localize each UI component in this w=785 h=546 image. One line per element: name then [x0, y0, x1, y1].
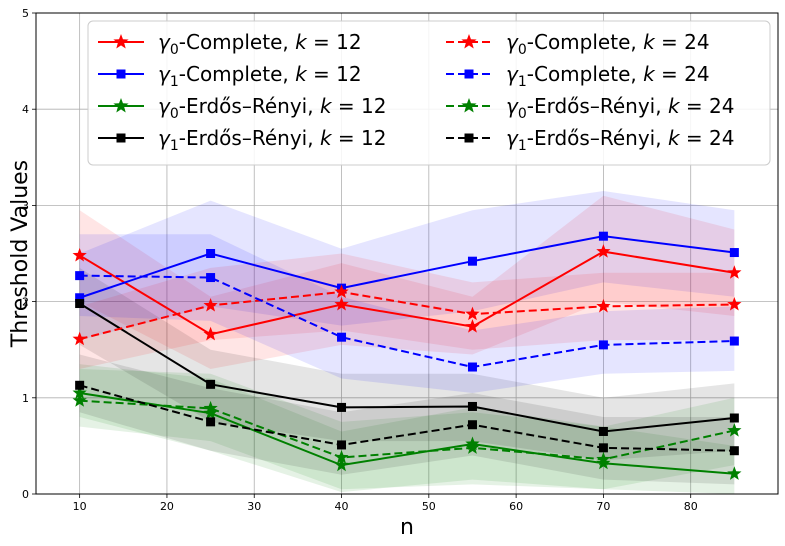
data-point	[598, 340, 608, 350]
axis-ticks: 10 20 30 40 50 60 70 80 0 1 2 3 4 5	[22, 7, 698, 513]
data-point	[337, 402, 347, 412]
x-tick-label: 70	[596, 500, 610, 513]
data-point	[465, 319, 480, 333]
x-tick-label: 20	[160, 500, 174, 513]
legend-label: γ0-Erdős–Rényi, k = 24	[506, 94, 734, 122]
data-point	[203, 405, 218, 420]
data-point	[598, 426, 608, 436]
series-line-3	[79, 392, 735, 475]
x-tick-label: 60	[509, 500, 523, 513]
data-point	[467, 362, 477, 372]
x-axis-label: n	[400, 515, 414, 540]
confidence-band-3	[79, 364, 735, 494]
series-markers	[72, 231, 742, 480]
data-point	[206, 379, 216, 389]
data-point	[729, 446, 739, 456]
legend-label: γ1-Erdős–Rényi, k = 12	[158, 126, 386, 154]
legend-marker	[464, 69, 474, 79]
data-point	[203, 297, 218, 312]
data-point	[206, 249, 216, 258]
plot-frame	[35, 12, 779, 495]
y-tick-label: 5	[22, 7, 29, 20]
data-point	[467, 401, 477, 411]
series-line-7	[79, 399, 735, 461]
data-point	[72, 331, 87, 346]
y-tick-label: 0	[22, 488, 29, 501]
data-point	[727, 466, 742, 480]
x-tick-label: 10	[73, 500, 87, 513]
data-point	[598, 443, 608, 453]
data-point	[334, 457, 349, 472]
legend-marker	[116, 69, 126, 79]
y-tick-label: 2	[22, 296, 29, 309]
data-point	[334, 449, 349, 464]
series-line-4	[79, 302, 735, 433]
data-point	[203, 326, 218, 341]
x-tick-label: 40	[335, 500, 349, 513]
data-point	[727, 423, 742, 437]
x-tick-label: 80	[684, 500, 698, 513]
data-point	[596, 298, 611, 313]
confidence-band-8	[79, 354, 735, 485]
data-point	[75, 380, 85, 390]
data-point	[727, 296, 742, 311]
data-point	[75, 271, 85, 281]
y-tick-label: 1	[22, 392, 29, 405]
confidence-band-6	[79, 234, 735, 393]
legend-label: γ1-Erdős–Rényi, k = 24	[506, 126, 734, 154]
data-point	[334, 296, 349, 311]
legend-label: γ1-Complete, k = 12	[158, 62, 362, 90]
data-point	[72, 385, 87, 400]
series-line-5	[79, 290, 735, 341]
y-tick-label: 3	[22, 199, 29, 212]
legend-marker	[461, 34, 477, 49]
data-point	[72, 393, 87, 407]
y-axis-label: Threshold Values	[8, 160, 33, 348]
series-line-2	[79, 235, 735, 299]
confidence-band-1	[79, 195, 735, 369]
legend-marker	[113, 98, 129, 113]
data-point	[598, 231, 608, 241]
data-point	[72, 247, 87, 262]
x-tick-label: 50	[422, 500, 436, 513]
data-point	[203, 400, 218, 415]
data-point	[75, 293, 85, 303]
legend: γ0-Complete, k = 12 γ1-Complete, k = 12 γ0…	[87, 20, 771, 166]
x-tick-label: 30	[247, 500, 261, 513]
confidence-band-5	[79, 253, 735, 369]
data-point	[206, 417, 216, 427]
legend-label: γ0-Complete, k = 12	[158, 30, 362, 58]
data-point	[206, 273, 216, 283]
data-point	[729, 413, 739, 423]
legend-label: γ1-Complete, k = 24	[506, 62, 710, 90]
legend-marker	[116, 133, 126, 143]
data-point	[727, 265, 742, 279]
legend-box	[87, 20, 771, 166]
series-line-1	[79, 250, 735, 336]
legend-marker	[461, 98, 477, 113]
data-point	[467, 420, 477, 430]
data-point	[75, 299, 85, 309]
confidence-band-4	[79, 267, 735, 461]
y-tick-label: 4	[22, 103, 29, 116]
data-point	[467, 256, 477, 266]
series-lines	[79, 235, 735, 475]
data-point	[596, 244, 611, 258]
series-line-6	[79, 274, 735, 369]
legend-label: γ0-Complete, k = 24	[506, 30, 710, 58]
legend-label: γ0-Erdős–Rényi, k = 12	[158, 94, 386, 122]
data-point	[337, 332, 347, 342]
data-point	[596, 451, 611, 466]
data-point	[729, 248, 739, 258]
data-point	[337, 440, 347, 450]
legend-marker	[464, 133, 474, 143]
data-point	[334, 284, 349, 299]
legend-marker	[113, 34, 129, 49]
data-point	[729, 336, 739, 346]
data-point	[465, 440, 480, 454]
series-line-8	[79, 384, 735, 452]
data-point	[465, 306, 480, 321]
